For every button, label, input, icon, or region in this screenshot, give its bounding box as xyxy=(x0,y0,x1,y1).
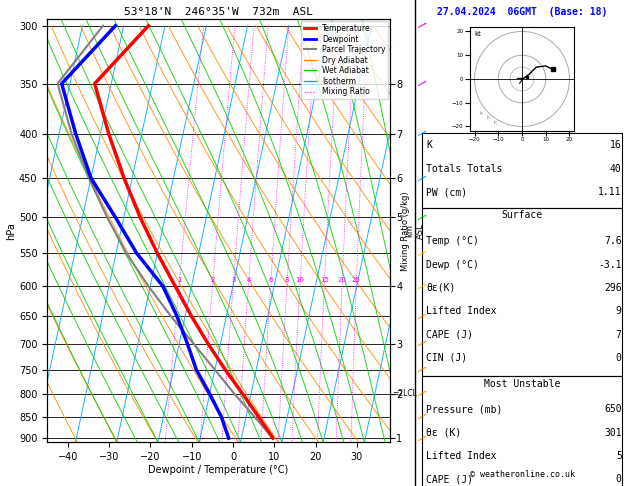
Text: Surface: Surface xyxy=(501,210,543,221)
Text: 7.6: 7.6 xyxy=(604,236,621,246)
Bar xyxy=(422,208,621,376)
Text: /: / xyxy=(416,339,426,348)
Text: /: / xyxy=(416,389,426,399)
Text: /: / xyxy=(416,281,426,291)
Text: /: / xyxy=(416,213,426,222)
Text: -3.1: -3.1 xyxy=(598,260,621,270)
Text: k: k xyxy=(479,111,482,116)
Text: Dewp (°C): Dewp (°C) xyxy=(426,260,479,270)
Text: /: / xyxy=(416,129,426,139)
Text: Lifted Index: Lifted Index xyxy=(426,306,497,316)
Text: 6: 6 xyxy=(269,277,273,283)
Legend: Temperature, Dewpoint, Parcel Trajectory, Dry Adiabat, Wet Adiabat, Isotherm, Mi: Temperature, Dewpoint, Parcel Trajectory… xyxy=(301,21,388,99)
Text: 5: 5 xyxy=(616,451,621,461)
Text: /: / xyxy=(416,434,426,443)
Text: θε (K): θε (K) xyxy=(426,428,462,438)
Text: /: / xyxy=(416,311,426,321)
Text: kt: kt xyxy=(474,32,481,37)
Title: 53°18'N  246°35'W  732m  ASL: 53°18'N 246°35'W 732m ASL xyxy=(124,7,313,17)
Text: 4: 4 xyxy=(247,277,251,283)
Bar xyxy=(422,376,621,486)
Text: 3: 3 xyxy=(231,277,236,283)
Text: 27.04.2024  06GMT  (Base: 18): 27.04.2024 06GMT (Base: 18) xyxy=(437,7,607,17)
Text: 16: 16 xyxy=(610,140,621,151)
Text: K: K xyxy=(426,140,432,151)
Text: 650: 650 xyxy=(604,404,621,415)
Text: 0: 0 xyxy=(616,353,621,363)
Text: 15: 15 xyxy=(320,277,329,283)
Text: Pressure (mb): Pressure (mb) xyxy=(426,404,503,415)
Text: Most Unstable: Most Unstable xyxy=(484,379,560,389)
Text: /: / xyxy=(416,173,426,183)
Text: 9: 9 xyxy=(616,306,621,316)
Text: Totals Totals: Totals Totals xyxy=(426,164,503,174)
Y-axis label: km
ASL: km ASL xyxy=(405,223,425,239)
Text: Mixing Ratio (g/kg): Mixing Ratio (g/kg) xyxy=(401,191,410,271)
Text: 2: 2 xyxy=(211,277,215,283)
Text: =2LCL: =2LCL xyxy=(392,389,417,399)
Text: CAPE (J): CAPE (J) xyxy=(426,330,474,340)
Text: /: / xyxy=(416,248,426,258)
Y-axis label: hPa: hPa xyxy=(6,222,16,240)
Text: 20: 20 xyxy=(338,277,347,283)
Text: 301: 301 xyxy=(604,428,621,438)
Text: 8: 8 xyxy=(285,277,289,283)
Text: PW (cm): PW (cm) xyxy=(426,187,467,197)
Text: Lifted Index: Lifted Index xyxy=(426,451,497,461)
Text: k: k xyxy=(486,115,489,121)
Text: 0: 0 xyxy=(616,474,621,485)
Text: Temp (°C): Temp (°C) xyxy=(426,236,479,246)
Bar xyxy=(422,133,621,208)
Text: 296: 296 xyxy=(604,283,621,293)
Text: /: / xyxy=(416,21,426,31)
Text: k: k xyxy=(494,120,497,125)
Text: 1.11: 1.11 xyxy=(598,187,621,197)
X-axis label: Dewpoint / Temperature (°C): Dewpoint / Temperature (°C) xyxy=(148,465,289,475)
Text: θε(K): θε(K) xyxy=(426,283,456,293)
Text: /: / xyxy=(416,365,426,374)
Text: CIN (J): CIN (J) xyxy=(426,353,467,363)
Text: 10: 10 xyxy=(296,277,304,283)
Text: CAPE (J): CAPE (J) xyxy=(426,474,474,485)
Text: /: / xyxy=(416,79,426,88)
Text: © weatheronline.co.uk: © weatheronline.co.uk xyxy=(469,469,574,479)
Text: 25: 25 xyxy=(352,277,360,283)
Text: 1: 1 xyxy=(177,277,182,283)
Text: 40: 40 xyxy=(610,164,621,174)
Text: /: / xyxy=(416,412,426,421)
Text: 7: 7 xyxy=(616,330,621,340)
